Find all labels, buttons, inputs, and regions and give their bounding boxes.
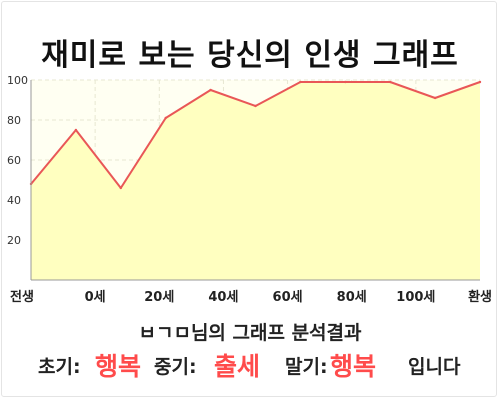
result-ending: 입니다 bbox=[408, 356, 461, 378]
x-tick-label: 환생 bbox=[468, 289, 492, 305]
data-point bbox=[74, 128, 78, 132]
data-point bbox=[119, 186, 123, 190]
early-value: 행복 bbox=[95, 352, 142, 381]
mid-value: 출세 bbox=[214, 352, 261, 381]
axis-layer bbox=[30, 80, 480, 281]
data-point bbox=[433, 96, 437, 100]
data-point bbox=[164, 116, 167, 120]
data-point bbox=[389, 80, 392, 84]
x-tick-label: 60세 bbox=[273, 290, 303, 305]
area-layer bbox=[29, 80, 482, 280]
data-point bbox=[478, 80, 482, 84]
x-tick-label: 80세 bbox=[337, 290, 367, 305]
data-point bbox=[344, 80, 347, 84]
late-value: 행복 bbox=[330, 352, 377, 381]
x-tick-label: 40세 bbox=[208, 290, 238, 305]
y-tick-label: 80 bbox=[7, 114, 21, 127]
y-tick-label: 60 bbox=[7, 154, 21, 167]
tick-layer: 20 40 60 80 100 전생 0세 20세 40세 60세 80세 100세 환생 bbox=[7, 74, 492, 305]
area-fill bbox=[31, 82, 480, 280]
page-title: 재미로 보는 당신의 인생 그래프 bbox=[41, 38, 459, 73]
data-point bbox=[254, 104, 257, 108]
y-tick-label: 40 bbox=[7, 194, 21, 207]
x-tick-label: 0세 bbox=[85, 290, 106, 305]
user-name: ㅂㄱㅁ bbox=[138, 322, 191, 344]
early-label: 초기: bbox=[38, 356, 81, 378]
data-point bbox=[299, 80, 302, 84]
result-headline-text: 님의 그래프 분석결과 bbox=[190, 322, 362, 344]
result-headline: ㅂㄱㅁ님의 그래프 분석결과 bbox=[0, 318, 500, 345]
late-label: 말기: bbox=[285, 356, 328, 378]
mid-label: 중기: bbox=[154, 356, 197, 378]
x-tick-label: 전생 bbox=[10, 289, 34, 305]
x-tick-label: 100세 bbox=[396, 290, 435, 305]
x-tick-label: 20세 bbox=[144, 290, 174, 305]
y-tick-label: 20 bbox=[7, 234, 21, 247]
y-tick-label: 100 bbox=[7, 74, 28, 87]
data-point bbox=[209, 88, 212, 92]
